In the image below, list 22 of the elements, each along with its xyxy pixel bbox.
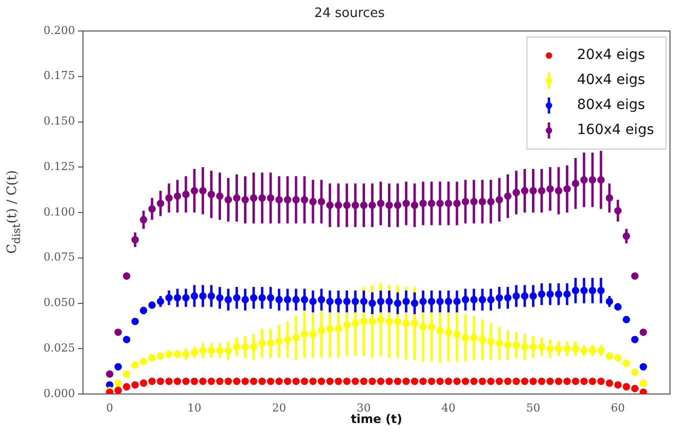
x-tick-label: 10	[187, 401, 202, 414]
x-tick-label: 0	[106, 401, 114, 414]
legend-label: 160x4 eigs	[576, 122, 654, 138]
chart-title: 24 sources	[314, 6, 386, 22]
legend-label: 20x4 eigs	[576, 47, 646, 64]
y-tick-label: 0.000	[44, 386, 75, 400]
x-tick-label: 30	[356, 401, 371, 414]
x-tick-label: 50	[526, 401, 540, 414]
x-axis-title: time (t)	[350, 412, 402, 426]
y-tick-label: 0.075	[44, 250, 75, 264]
x-tick-label: 20	[272, 401, 286, 414]
y-tick-label: 0.050	[44, 296, 75, 310]
y-tick-label: 0.100	[44, 205, 75, 218]
y-tick-label: 0.125	[44, 160, 75, 173]
y-tick-label: 0.025	[44, 341, 75, 354]
y-tick-label: 0.200	[44, 24, 75, 37]
legend-label: 40x4 eigs	[576, 72, 646, 88]
x-tick-label: 60	[610, 401, 625, 414]
y-tick-label: 0.175	[44, 69, 75, 82]
y-tick-label: 0.150	[44, 114, 75, 128]
legend-label: 80x4 eigs	[576, 97, 646, 114]
x-tick-label: 40	[442, 401, 456, 414]
